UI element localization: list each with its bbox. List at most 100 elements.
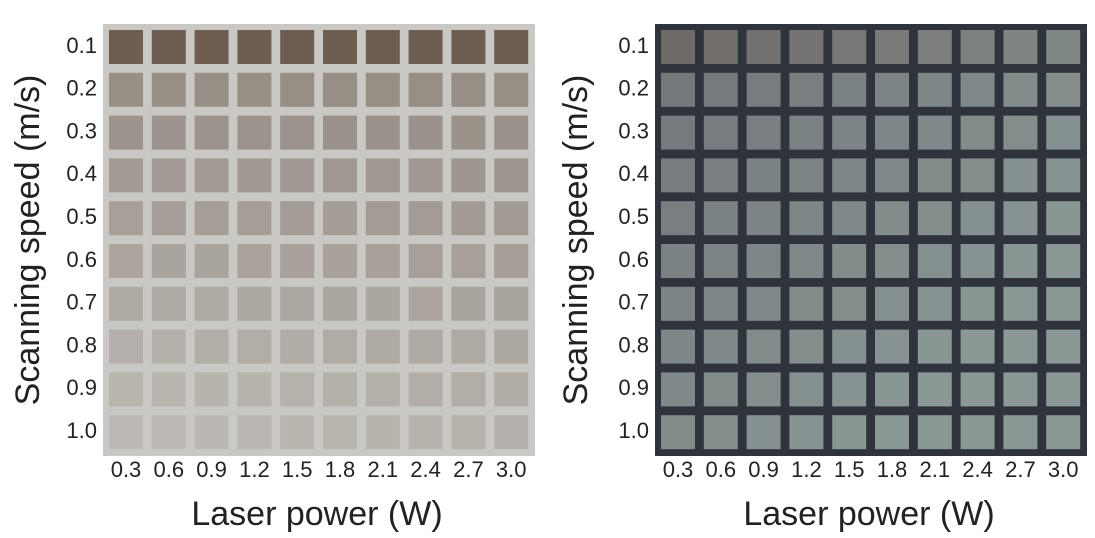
sample-square: [1003, 201, 1038, 236]
sample-square: [875, 201, 909, 236]
sample-square: [917, 158, 952, 193]
sample-square: [832, 286, 867, 321]
y-tick-label: 1.0: [618, 418, 649, 443]
sample-square: [960, 329, 995, 364]
sample-square: [365, 201, 400, 236]
sample-square: [1003, 30, 1038, 64]
sample-square: [323, 286, 357, 321]
sample-square: [408, 244, 443, 278]
sample-square: [237, 72, 272, 107]
sample-square: [789, 244, 824, 278]
y-tick-label: 0.4: [66, 161, 97, 186]
sample-square: [789, 201, 824, 236]
sample-square: [365, 329, 400, 364]
sample-square: [703, 372, 738, 407]
sample-square: [194, 244, 229, 278]
sample-square: [703, 30, 738, 64]
sample-square: [451, 115, 486, 150]
sample-square: [1003, 372, 1038, 407]
sample-square: [960, 158, 995, 193]
sample-square: [832, 372, 867, 407]
y-tick-label: 0.7: [66, 290, 97, 315]
sample-square: [917, 72, 952, 107]
sample-square: [494, 115, 529, 150]
x-tick-label: 1.5: [834, 457, 865, 482]
sample-square: [1003, 158, 1038, 193]
sample-square: [151, 286, 186, 321]
sample-square: [789, 30, 824, 64]
sample-square: [323, 158, 357, 193]
sample-square: [789, 115, 824, 150]
x-tick-label: 1.8: [877, 457, 908, 482]
sample-square: [875, 244, 909, 278]
sample-square: [746, 72, 781, 107]
sample-square: [960, 30, 995, 64]
sample-square: [1046, 158, 1081, 193]
sample-square: [237, 201, 272, 236]
sample-square: [365, 286, 400, 321]
y-tick-label: 0.8: [618, 332, 649, 357]
sample-square: [323, 72, 357, 107]
sample-square: [1046, 115, 1081, 150]
x-axis-label: Laser power (W): [191, 495, 442, 533]
y-tick-label: 0.3: [618, 118, 649, 143]
sample-square: [960, 372, 995, 407]
sample-square: [323, 372, 357, 407]
sample-square: [109, 415, 143, 450]
sample-square: [109, 372, 143, 407]
sample-square: [494, 415, 529, 450]
sample-square: [109, 286, 143, 321]
sample-square: [917, 201, 952, 236]
sample-square: [1046, 286, 1081, 321]
sample-square: [917, 115, 952, 150]
x-tick-label: 2.1: [368, 457, 399, 482]
sample-square: [875, 286, 909, 321]
sample-square: [323, 244, 357, 278]
sample-square: [703, 201, 738, 236]
sample-square: [789, 72, 824, 107]
y-axis-label: Scanning speed (m/s): [9, 75, 47, 406]
sample-square: [151, 372, 186, 407]
sample-square: [832, 30, 867, 64]
sample-square: [408, 286, 443, 321]
sample-square: [280, 372, 315, 407]
sample-square: [661, 372, 695, 407]
sample-square: [703, 72, 738, 107]
sample-square: [365, 415, 400, 450]
sample-square: [194, 201, 229, 236]
sample-square: [451, 30, 486, 64]
x-tick-label: 1.2: [791, 457, 822, 482]
sample-square: [194, 158, 229, 193]
sample-square: [703, 286, 738, 321]
sample-square: [875, 329, 909, 364]
sample-square: [237, 286, 272, 321]
sample-square: [323, 201, 357, 236]
sample-square: [408, 30, 443, 64]
sample-square: [151, 158, 186, 193]
sample-square: [494, 286, 529, 321]
sample-square: [875, 30, 909, 64]
sample-square: [451, 372, 486, 407]
sample-square: [365, 30, 400, 64]
sample-square: [194, 329, 229, 364]
sample-square: [746, 158, 781, 193]
x-tick-label: 1.8: [325, 457, 356, 482]
sample-square: [661, 286, 695, 321]
sample-square: [703, 115, 738, 150]
sample-square: [280, 286, 315, 321]
sample-square: [151, 72, 186, 107]
sample-square: [917, 415, 952, 450]
sample-square: [494, 372, 529, 407]
sample-square: [280, 415, 315, 450]
sample-square: [494, 244, 529, 278]
sample-square: [408, 415, 443, 450]
sample-square: [109, 158, 143, 193]
sample-square: [408, 158, 443, 193]
sample-square: [960, 286, 995, 321]
sample-square: [365, 372, 400, 407]
x-tick-label: 0.9: [196, 457, 227, 482]
sample-square: [875, 372, 909, 407]
sample-square: [194, 72, 229, 107]
sample-square: [365, 72, 400, 107]
